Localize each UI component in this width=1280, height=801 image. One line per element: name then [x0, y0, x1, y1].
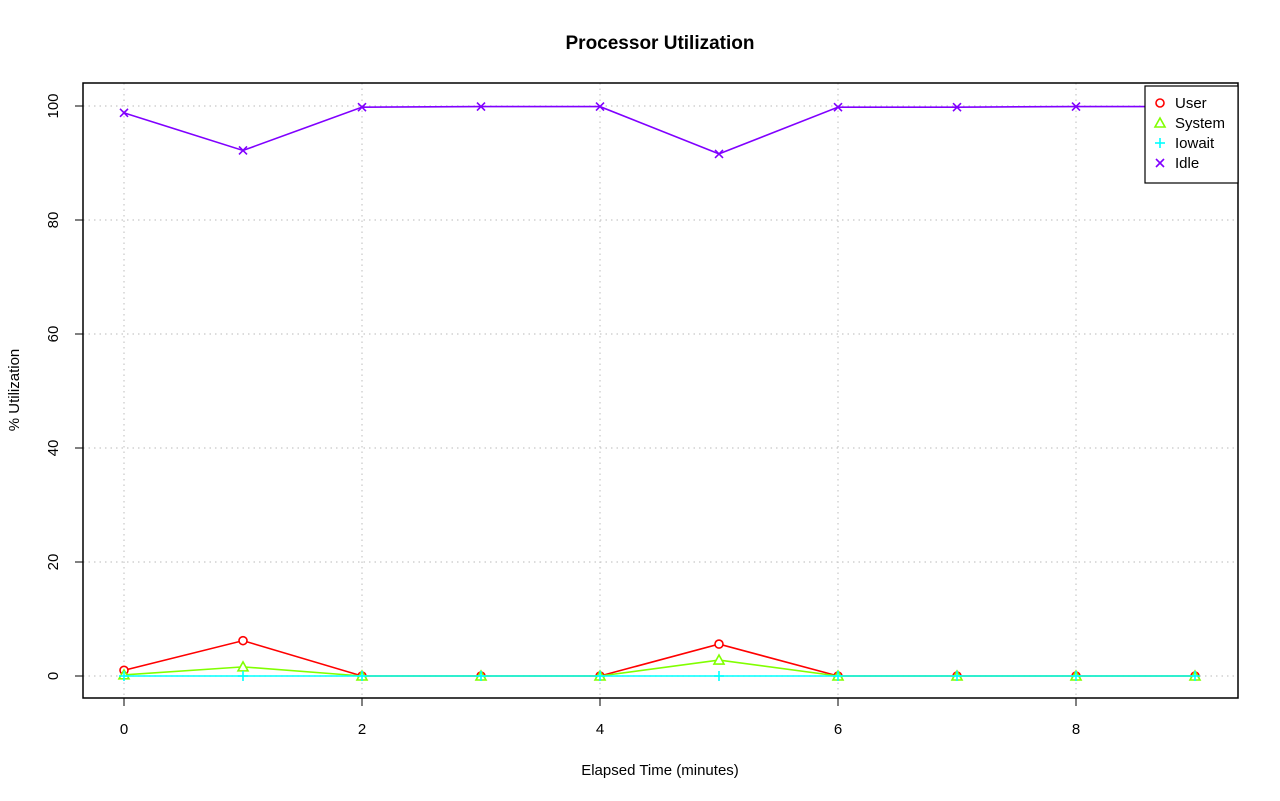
data-point-idle	[833, 102, 843, 112]
data-point-iowait	[1190, 671, 1200, 681]
x-tick-label: 6	[834, 721, 842, 738]
data-point-idle	[119, 108, 129, 118]
legend-item-idle: Idle	[1155, 155, 1199, 172]
data-point-iowait	[357, 671, 367, 681]
legend-marker-system	[1153, 116, 1167, 128]
x-tick-label: 0	[120, 721, 128, 738]
data-point-iowait	[595, 671, 605, 681]
data-point-iowait	[1071, 671, 1081, 681]
x-tick-label: 8	[1072, 721, 1080, 738]
data-point-idle	[714, 149, 724, 159]
data-point-idle	[595, 102, 605, 112]
data-point-iowait	[119, 671, 129, 681]
data-point-iowait	[952, 671, 962, 681]
legend-item-system: System	[1153, 115, 1225, 132]
y-tick-label: 20	[45, 554, 62, 571]
y-tick-label: 80	[45, 212, 62, 229]
data-point-idle	[1071, 102, 1081, 112]
y-axis-label: % Utilization	[6, 349, 23, 432]
data-point-idle	[476, 102, 486, 112]
data-point-iowait	[714, 671, 724, 681]
series-iowait	[119, 671, 1200, 681]
y-axis: 0 20 40 60 80 100	[45, 93, 83, 680]
x-tick-label: 4	[596, 721, 604, 738]
legend-item-iowait: Iowait	[1155, 135, 1215, 152]
data-point-system	[712, 653, 726, 665]
legend-marker-iowait	[1155, 138, 1165, 148]
data-point-iowait	[238, 671, 248, 681]
y-tick-label: 100	[45, 93, 62, 118]
plot-frame	[82, 82, 1239, 699]
y-tick-label: 40	[45, 440, 62, 457]
x-axis-label: Elapsed Time (minutes)	[581, 762, 739, 779]
grid-lines	[83, 83, 1238, 698]
data-point-idle	[952, 102, 962, 112]
legend-label-user: User	[1175, 95, 1207, 112]
y-tick-label: 60	[45, 326, 62, 343]
data-point-iowait	[476, 671, 486, 681]
legend: User System Iowait Idle	[1144, 85, 1239, 184]
data-point-idle	[357, 102, 367, 112]
data-point-user	[238, 635, 248, 646]
series-idle	[119, 102, 1200, 159]
data-point-system	[236, 660, 250, 672]
series-layer	[117, 102, 1202, 681]
legend-marker-idle	[1155, 158, 1165, 168]
series-line-system	[123, 659, 1195, 677]
legend-label-system: System	[1175, 115, 1225, 132]
y-tick-label: 0	[45, 672, 62, 680]
legend-item-user: User	[1155, 95, 1207, 112]
x-tick-label: 2	[358, 721, 366, 738]
data-point-idle	[238, 145, 248, 156]
data-point-user	[714, 639, 724, 649]
series-line-idle	[123, 105, 1195, 155]
series-user	[119, 635, 1200, 681]
legend-marker-user	[1155, 98, 1165, 108]
legend-label-iowait: Iowait	[1175, 135, 1215, 152]
chart-title: Processor Utilization	[566, 33, 755, 54]
x-axis: 0 2 4 6 8	[120, 697, 1080, 738]
legend-label-idle: Idle	[1175, 155, 1199, 172]
data-point-iowait	[833, 671, 843, 681]
